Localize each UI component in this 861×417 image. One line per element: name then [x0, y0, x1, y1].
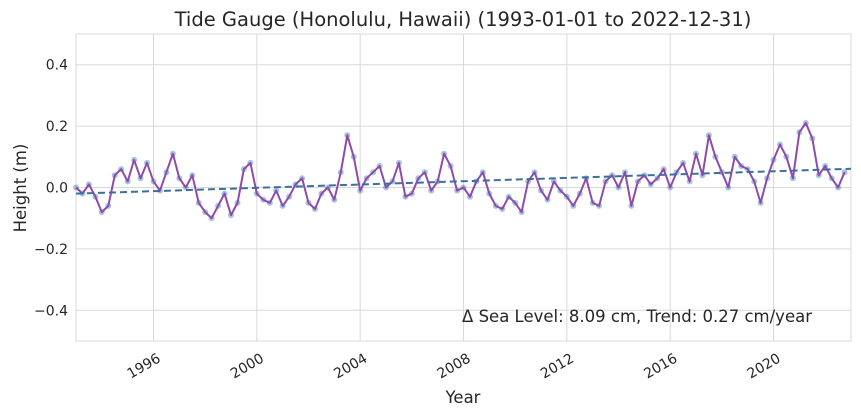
x-tick-label: 2020 — [745, 351, 784, 383]
smoothed-line — [75, 122, 846, 220]
chart-title: Tide Gauge (Honolulu, Hawaii) (1993-01-0… — [174, 8, 752, 31]
x-tick-label: 2000 — [228, 351, 267, 383]
y-tick-label: 0.4 — [46, 58, 68, 74]
y-axis-label: Height (m) — [11, 144, 30, 233]
smoothed-series — [75, 122, 846, 220]
x-tick-label: 2004 — [331, 351, 370, 383]
x-tick-label: 2016 — [641, 351, 680, 383]
y-tick-label: 0.0 — [46, 181, 68, 197]
trend-series — [75, 167, 852, 195]
trend-line — [75, 167, 852, 195]
y-tick-label: −0.2 — [34, 242, 68, 258]
sea-level-annotation: Δ Sea Level: 8.09 cm, Trend: 0.27 cm/yea… — [462, 307, 812, 326]
y-tick-label: −0.4 — [34, 303, 68, 319]
x-tick-label: 1996 — [125, 351, 164, 383]
x-tick-label: 2012 — [538, 351, 577, 383]
x-tick-label: 2008 — [435, 351, 474, 383]
x-axis-label: Year — [445, 388, 481, 407]
y-tick-label: 0.2 — [46, 119, 68, 135]
